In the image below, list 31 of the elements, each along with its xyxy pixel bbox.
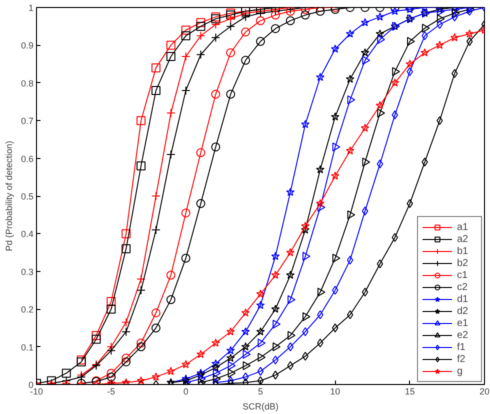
legend-label: a2 <box>457 233 470 245</box>
legend-label: e1 <box>457 317 470 329</box>
legend-label: b1 <box>457 245 470 257</box>
legend-label: g <box>457 365 464 377</box>
x-tick-label: 5 <box>258 386 264 396</box>
legend-label: d2 <box>457 305 470 317</box>
y-tick-label: 1 <box>28 3 34 13</box>
legend-label: f2 <box>457 353 466 365</box>
x-tick-label: 15 <box>404 386 415 396</box>
x-axis-title: SCR(dB) <box>242 402 279 412</box>
x-tick-label: 0 <box>183 386 188 396</box>
legend-label: b2 <box>457 257 470 269</box>
legend-label: d1 <box>457 293 470 305</box>
legend-label: c1 <box>457 269 469 281</box>
x-tick-label: -5 <box>107 386 116 396</box>
y-tick-label: 0.2 <box>20 304 34 315</box>
legend-label: a1 <box>457 221 470 233</box>
y-tick-label: 0.9 <box>20 40 34 51</box>
y-tick-label: 0.5 <box>20 192 34 202</box>
y-axis-title: Pd (Probability of detection) <box>4 140 14 252</box>
x-tick-label: 20 <box>479 386 490 396</box>
legend-label: f1 <box>457 341 466 353</box>
y-tick-label: 0.8 <box>20 78 34 88</box>
y-tick-label: 0.7 <box>20 116 34 126</box>
legend-label: c2 <box>457 281 469 293</box>
y-tick-label: 0.6 <box>20 154 34 164</box>
legend-label: e2 <box>457 329 470 341</box>
x-tick-label: 10 <box>330 386 340 396</box>
y-tick-label: 0.1 <box>20 342 34 352</box>
y-tick-label: 0.4 <box>20 229 34 240</box>
y-tick-label: 0.3 <box>20 266 34 277</box>
